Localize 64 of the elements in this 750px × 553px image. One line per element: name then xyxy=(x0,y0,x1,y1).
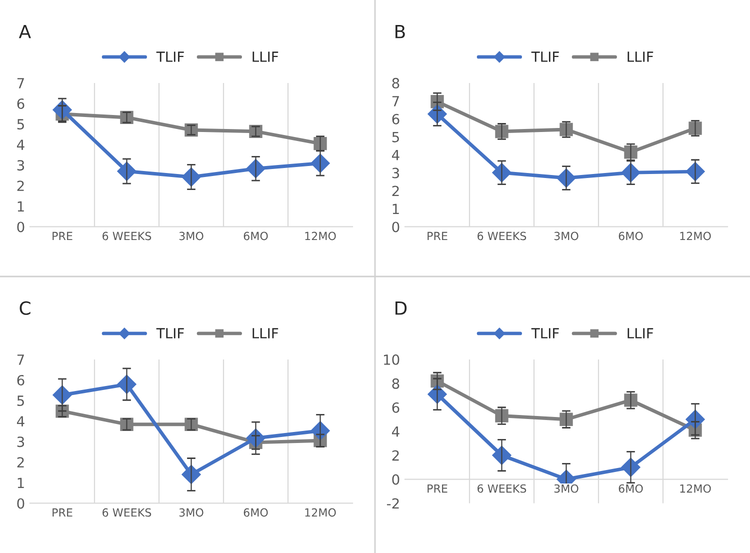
y-tick-label: 8 xyxy=(392,378,400,389)
legend-label: TLIF xyxy=(156,52,184,62)
y-tick-label: 5 xyxy=(17,396,24,406)
y-tick-label: 1 xyxy=(18,201,24,212)
x-tick-label: 6MO xyxy=(618,484,643,493)
y-tick-label: 6 xyxy=(392,402,400,413)
x-tick-label: 12MO xyxy=(305,508,336,517)
x-tick-label: 6MO xyxy=(618,232,643,240)
x-tick-label: 6MO xyxy=(244,508,268,517)
y-tick-label: 0 xyxy=(392,222,400,232)
y-tick-label: 0 xyxy=(17,222,24,232)
y-tick-label: 1 xyxy=(392,204,399,214)
y-tick-label: 0 xyxy=(17,498,24,509)
legend-label: LLIF xyxy=(628,328,654,338)
x-tick-label: 12MO xyxy=(680,484,711,493)
x-tick-label: PRE xyxy=(52,232,72,240)
legend-label: TLIF xyxy=(531,52,559,62)
chart-title: B xyxy=(396,25,405,38)
y-tick-label: 6 xyxy=(17,374,24,386)
y-tick-label: 4 xyxy=(16,416,24,426)
x-tick-label: 6MO xyxy=(244,232,268,240)
y-tick-label: 4 xyxy=(16,140,24,150)
legend-label: TLIF xyxy=(531,328,559,338)
y-tick-label: 7 xyxy=(17,354,24,365)
y-tick-label: 7 xyxy=(392,96,399,106)
y-tick-label: 4 xyxy=(392,426,400,437)
y-tick-label: 1 xyxy=(18,478,24,488)
x-tick-label: PRE xyxy=(52,508,72,517)
y-tick-label: 4 xyxy=(392,150,400,160)
x-tick-label: 6 WEEKS xyxy=(478,484,526,493)
y-tick-label: 8 xyxy=(392,78,400,88)
chart-title: D xyxy=(396,302,407,315)
y-tick-label: 6 xyxy=(17,98,24,109)
chart-title: A xyxy=(18,25,31,38)
chart-title: C xyxy=(20,301,30,315)
x-tick-label: PRE xyxy=(428,232,448,240)
x-tick-label: 12MO xyxy=(680,232,711,240)
x-tick-label: 3MO xyxy=(179,508,204,517)
y-tick-label: 6 xyxy=(392,114,400,124)
y-tick-label: 2 xyxy=(392,450,399,461)
x-tick-label: 6 WEEKS xyxy=(478,232,526,240)
legend-label: LLIF xyxy=(252,328,278,338)
y-tick-label: 7 xyxy=(17,78,24,88)
x-tick-label: 6 WEEKS xyxy=(102,508,152,517)
x-tick-label: 3MO xyxy=(179,232,204,240)
x-tick-label: 3MO xyxy=(554,484,578,493)
y-tick-label: 0 xyxy=(392,474,400,485)
y-tick-label: -2 xyxy=(386,498,399,509)
legend-label: LLIF xyxy=(252,52,278,62)
legend-label: TLIF xyxy=(156,328,184,338)
x-tick-label: 3MO xyxy=(554,232,578,240)
x-tick-label: PRE xyxy=(428,484,448,493)
x-tick-label: 6 WEEKS xyxy=(102,232,152,240)
y-tick-label: 5 xyxy=(392,132,399,142)
x-tick-label: 12MO xyxy=(305,232,336,240)
y-tick-label: 3 xyxy=(17,436,24,448)
y-tick-label: 2 xyxy=(17,457,24,468)
y-tick-label: 5 xyxy=(17,119,24,130)
y-tick-label: 10 xyxy=(384,354,400,365)
y-tick-label: 3 xyxy=(17,160,24,171)
y-tick-label: 2 xyxy=(392,186,399,196)
legend-label: LLIF xyxy=(628,52,654,62)
y-tick-label: 3 xyxy=(392,168,400,178)
y-tick-label: 2 xyxy=(17,180,24,191)
